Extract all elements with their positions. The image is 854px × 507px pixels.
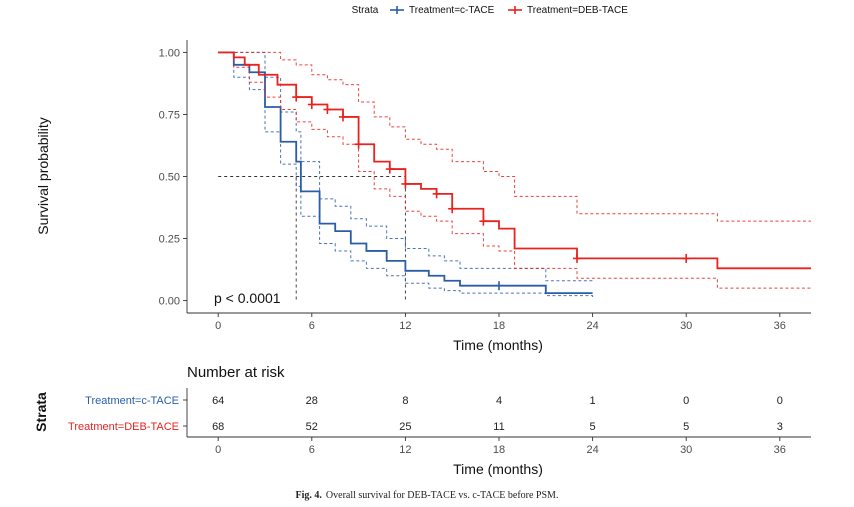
risk-x-tick-label: 6: [309, 444, 315, 456]
legend: Strata Treatment=c-TACE Treatment=DEB-TA…: [352, 5, 629, 16]
survival-curve-debtace: [218, 51, 811, 270]
caption-label: Fig. 4.: [296, 490, 323, 501]
x-tick-label: 6: [309, 320, 315, 332]
risk-count: 5: [683, 421, 689, 433]
p-value-label: p < 0.0001: [214, 290, 281, 306]
risk-count: 4: [496, 395, 502, 407]
x-tick-label: 36: [774, 320, 786, 332]
ci-lower-debtace: [218, 51, 811, 289]
ci-upper-debtace: [218, 51, 811, 222]
y-tick-label: 0.75: [159, 109, 180, 121]
risk-count: 8: [402, 395, 408, 407]
risk-x-tick-label: 0: [215, 444, 221, 456]
risk-count: 3: [777, 421, 783, 433]
risk-x-tick-label: 18: [493, 444, 505, 456]
risk-count: 5: [590, 421, 596, 433]
plot-area: [218, 51, 811, 301]
risk-row-label: Treatment=DEB-TACE: [68, 421, 179, 433]
x-tick-label: 12: [399, 320, 411, 332]
y-axis-title: Survival probability: [35, 117, 51, 235]
x-axis-title: Time (months): [453, 337, 543, 353]
risk-x-axis-title: Time (months): [453, 461, 543, 477]
risk-count: 64: [212, 395, 224, 407]
risk-row-label: Treatment=c-TACE: [85, 395, 179, 407]
y-tick-label: 0.00: [159, 296, 180, 308]
y-tick-label: 0.50: [159, 172, 180, 184]
risk-count: 28: [306, 395, 318, 407]
risk-count: 0: [777, 395, 783, 407]
risk-table: Treatment=c-TACE 64 28 8 4 1 0 0 Treatment=DEB-T…: [68, 395, 786, 456]
x-tick-label: 0: [215, 320, 221, 332]
risk-x-tick-label: 30: [680, 444, 692, 456]
ci-upper-ctace: [218, 51, 593, 282]
x-tick-label: 30: [680, 320, 692, 332]
ci-lower-ctace: [218, 51, 594, 299]
risk-count: 52: [306, 421, 318, 433]
risk-x-tick-label: 24: [586, 444, 598, 456]
x-ticks: 0 6 12 18 24 30 36: [215, 313, 786, 332]
legend-label-ctace: Treatment=c-TACE: [409, 5, 495, 16]
risk-table-title: Number at risk: [187, 364, 285, 381]
caption-text: Overall survival for DEB-TACE vs. c-TACE…: [326, 490, 559, 501]
risk-strata-label: Strata: [33, 392, 49, 432]
risk-count: 68: [212, 421, 224, 433]
risk-count: 11: [493, 421, 504, 433]
legend-label-debtace: Treatment=DEB-TACE: [527, 5, 628, 16]
risk-count: 25: [399, 421, 411, 433]
y-tick-label: 0.25: [159, 234, 180, 246]
risk-count: 0: [683, 395, 689, 407]
risk-count: 1: [590, 395, 596, 407]
risk-x-tick-label: 12: [399, 444, 411, 456]
y-ticks: 0.00 0.25 0.50 0.75 1.00: [159, 47, 187, 308]
x-tick-label: 18: [493, 320, 505, 332]
x-tick-label: 24: [586, 320, 598, 332]
risk-x-tick-label: 36: [774, 444, 786, 456]
legend-title: Strata: [352, 5, 379, 16]
figure-caption: Fig. 4. Overall survival for DEB-TACE vs.…: [296, 490, 559, 501]
y-tick-label: 1.00: [159, 47, 180, 59]
